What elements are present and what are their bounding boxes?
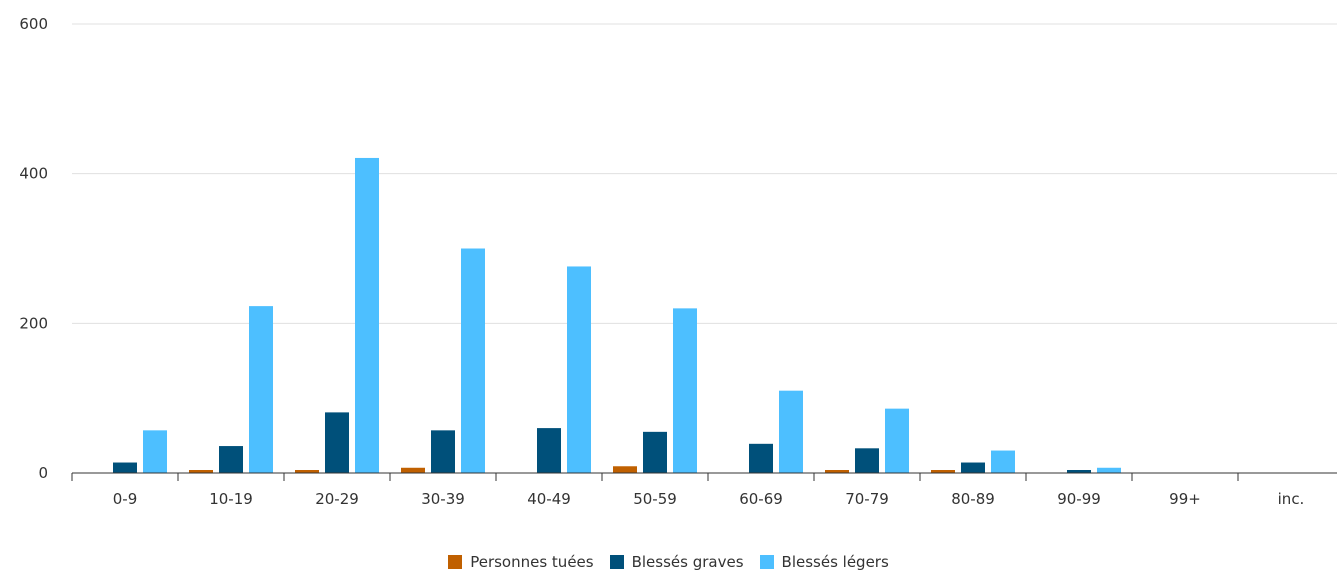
legend: Personnes tuées Blessés graves Blessés l… [0,550,1337,574]
bar-blesses-legers-9099 [1097,467,1121,473]
bar-blesses-graves-1019 [219,446,243,473]
bar-blesses-legers-3039 [461,248,485,473]
bar-blesses-graves-3039 [431,430,455,473]
x-tick-label: 20-29 [315,490,359,508]
legend-item-blesses-graves: Blessés graves [609,553,744,571]
bar-personnes-tuees-5059 [613,466,637,473]
bar-blesses-graves-9099 [1067,470,1091,473]
legend-item-personnes-tuees: Personnes tuées [448,553,594,571]
bar-blesses-legers-4049 [567,266,591,473]
bar-blesses-graves-2029 [325,412,349,473]
bar-blesses-legers-09 [143,430,167,473]
bar-blesses-graves-6069 [749,443,773,473]
legend-label-personnes-tuees: Personnes tuées [470,553,594,571]
x-tick-label: 10-19 [209,490,253,508]
gridlines [72,23,1337,324]
x-tick-label: 60-69 [739,490,783,508]
x-tick-label: 30-39 [421,490,465,508]
bar-blesses-graves-09 [113,462,137,473]
x-tick-label: 0-9 [113,490,138,508]
bar-blesses-legers-8089 [991,450,1015,473]
legend-swatch-blesses-legers [759,555,774,569]
y-axis-ticks: 0 200 400 600 [19,15,48,482]
bar-personnes-tuees-7079 [825,470,849,473]
bar-blesses-legers-1019 [249,306,273,473]
bar-blesses-graves-8089 [961,462,985,473]
legend-swatch-personnes-tuees [448,555,463,569]
x-tick-label: 50-59 [633,490,677,508]
y-tick-label: 600 [19,15,48,33]
bar-personnes-tuees-3039 [401,467,425,473]
bar-personnes-tuees-8089 [931,470,955,473]
bar-blesses-graves-7079 [855,448,879,473]
bar-blesses-graves-4049 [537,428,561,473]
x-tick-label: 90-99 [1057,490,1101,508]
bar-blesses-legers-7079 [885,408,909,473]
x-axis-ticks: 0-9 10-19 20-29 30-39 40-49 50-59 60-69 70-79 80… [71,473,1305,508]
legend-label-blesses-graves: Blessés graves [631,553,744,571]
bar-blesses-legers-2029 [355,157,379,473]
x-tick-label: 80-89 [951,490,995,508]
legend-label-blesses-legers: Blessés légers [781,553,889,571]
bar-blesses-legers-5059 [673,308,697,473]
bar-personnes-tuees-1019 [189,470,213,473]
legend-item-blesses-legers: Blessés légers [759,553,889,571]
y-tick-label: 0 [38,464,48,482]
x-tick-label: 99+ [1169,490,1201,508]
y-tick-label: 400 [19,165,48,183]
x-tick-label: 70-79 [845,490,889,508]
x-tick-label: inc. [1278,490,1305,508]
legend-swatch-blesses-graves [609,555,624,569]
bar-personnes-tuees-2029 [295,470,319,473]
y-tick-label: 200 [19,314,48,332]
bar-blesses-legers-6069 [779,390,803,473]
bar-blesses-graves-5059 [643,431,667,473]
x-tick-label: 40-49 [527,490,571,508]
bars [113,157,1121,473]
